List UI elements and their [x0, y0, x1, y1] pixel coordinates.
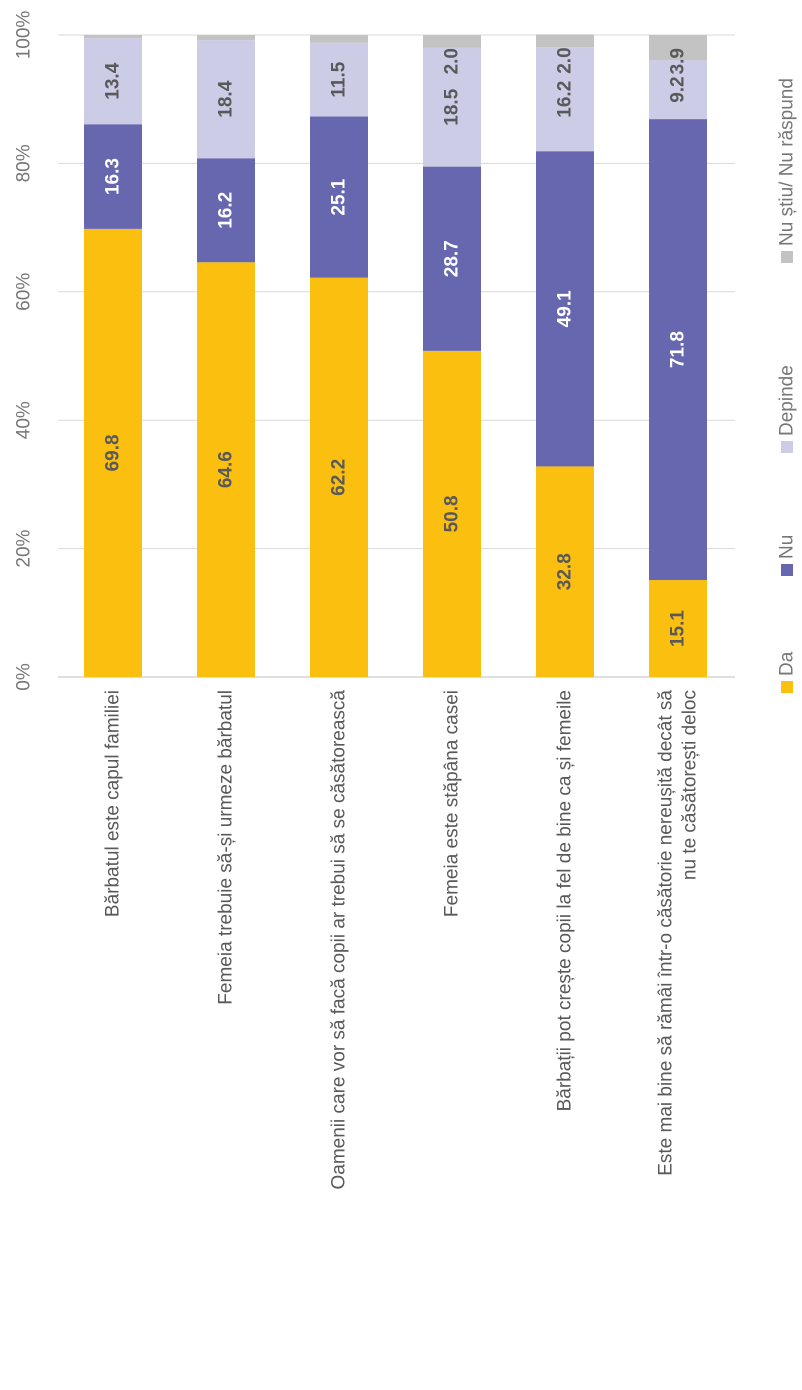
bar-segment: [423, 35, 481, 48]
bar-segment: [197, 40, 255, 159]
bar-segment: [423, 47, 481, 167]
data-label: 2.0: [555, 47, 576, 73]
bar-segment: [310, 277, 368, 677]
data-label: 62.2: [329, 459, 350, 496]
bar-segment: [536, 151, 594, 467]
data-label: 16.2: [216, 192, 237, 229]
y-tick-label: 20%: [14, 529, 35, 567]
data-label: 18.5: [442, 88, 463, 125]
data-label: 50.8: [442, 495, 463, 532]
bar-segment: [536, 47, 594, 152]
data-label: 69.8: [103, 434, 124, 471]
legend-swatch: [781, 564, 793, 576]
data-label: 9.2: [668, 76, 689, 102]
category-label: nu te căsătorești deloc: [680, 690, 701, 880]
legend-label: Nu: [777, 535, 798, 559]
category-label: Femeia trebuie să-și urmeze bărbatul: [216, 690, 237, 1005]
bar-segment: [649, 119, 707, 581]
data-label: 15.1: [668, 610, 689, 647]
data-label: 3.9: [668, 48, 689, 74]
bar-segment: [84, 228, 142, 677]
data-label: 49.1: [555, 290, 576, 327]
bar-segment: [649, 35, 707, 61]
category-label: Femeia este stăpâna casei: [442, 690, 463, 917]
legend-swatch: [781, 681, 793, 693]
bar-segment: [649, 60, 707, 120]
legend-label: Depinde: [777, 365, 798, 436]
legend-swatch: [781, 251, 793, 263]
bar-segment: [536, 34, 594, 48]
bar-segment: [310, 35, 368, 43]
legend-label: Da: [777, 651, 798, 676]
bar-segment: [310, 42, 368, 117]
y-tick-label: 60%: [14, 273, 35, 311]
data-label: 32.8: [555, 553, 576, 590]
data-label: 11.5: [329, 61, 350, 97]
category-label: Bărbatul este capul familiei: [103, 690, 124, 917]
category-label: Este mai bine să rămâi într-o căsătorie …: [656, 690, 677, 1176]
category-label: Oamenii care vor să facă copii ar trebui…: [329, 690, 350, 1190]
bar-segment: [536, 466, 594, 677]
bar-segment: [423, 350, 481, 677]
data-label: 64.6: [216, 451, 237, 488]
data-label: 28.7: [442, 240, 463, 277]
legend-label: Nu știu/ Nu răspund: [777, 78, 798, 246]
y-tick-label: 40%: [14, 401, 35, 439]
bar-segment: [310, 116, 368, 278]
data-label: 16.3: [103, 158, 124, 195]
bar-segment: [197, 262, 255, 677]
bar-segment: [649, 580, 707, 677]
bar-segment: [197, 158, 255, 263]
data-label: 18.4: [216, 80, 237, 117]
category-label: Bărbații pot crește copii la fel de bine…: [555, 690, 576, 1111]
bar-segment: [84, 124, 142, 229]
y-tick-label: 100%: [14, 11, 35, 60]
data-label: 2.0: [442, 48, 463, 74]
bar-segment: [84, 38, 142, 125]
bar-segment: [423, 166, 481, 351]
data-label: 71.8: [668, 331, 689, 368]
y-tick-label: 80%: [14, 144, 35, 182]
data-label: 13.4: [103, 62, 124, 99]
y-tick-label: 0%: [14, 663, 35, 691]
data-label: 25.1: [329, 178, 350, 215]
bar-segment: [197, 35, 255, 41]
data-label: 16.2: [555, 81, 576, 118]
legend-swatch: [781, 441, 793, 453]
bar-segment: [84, 35, 142, 39]
